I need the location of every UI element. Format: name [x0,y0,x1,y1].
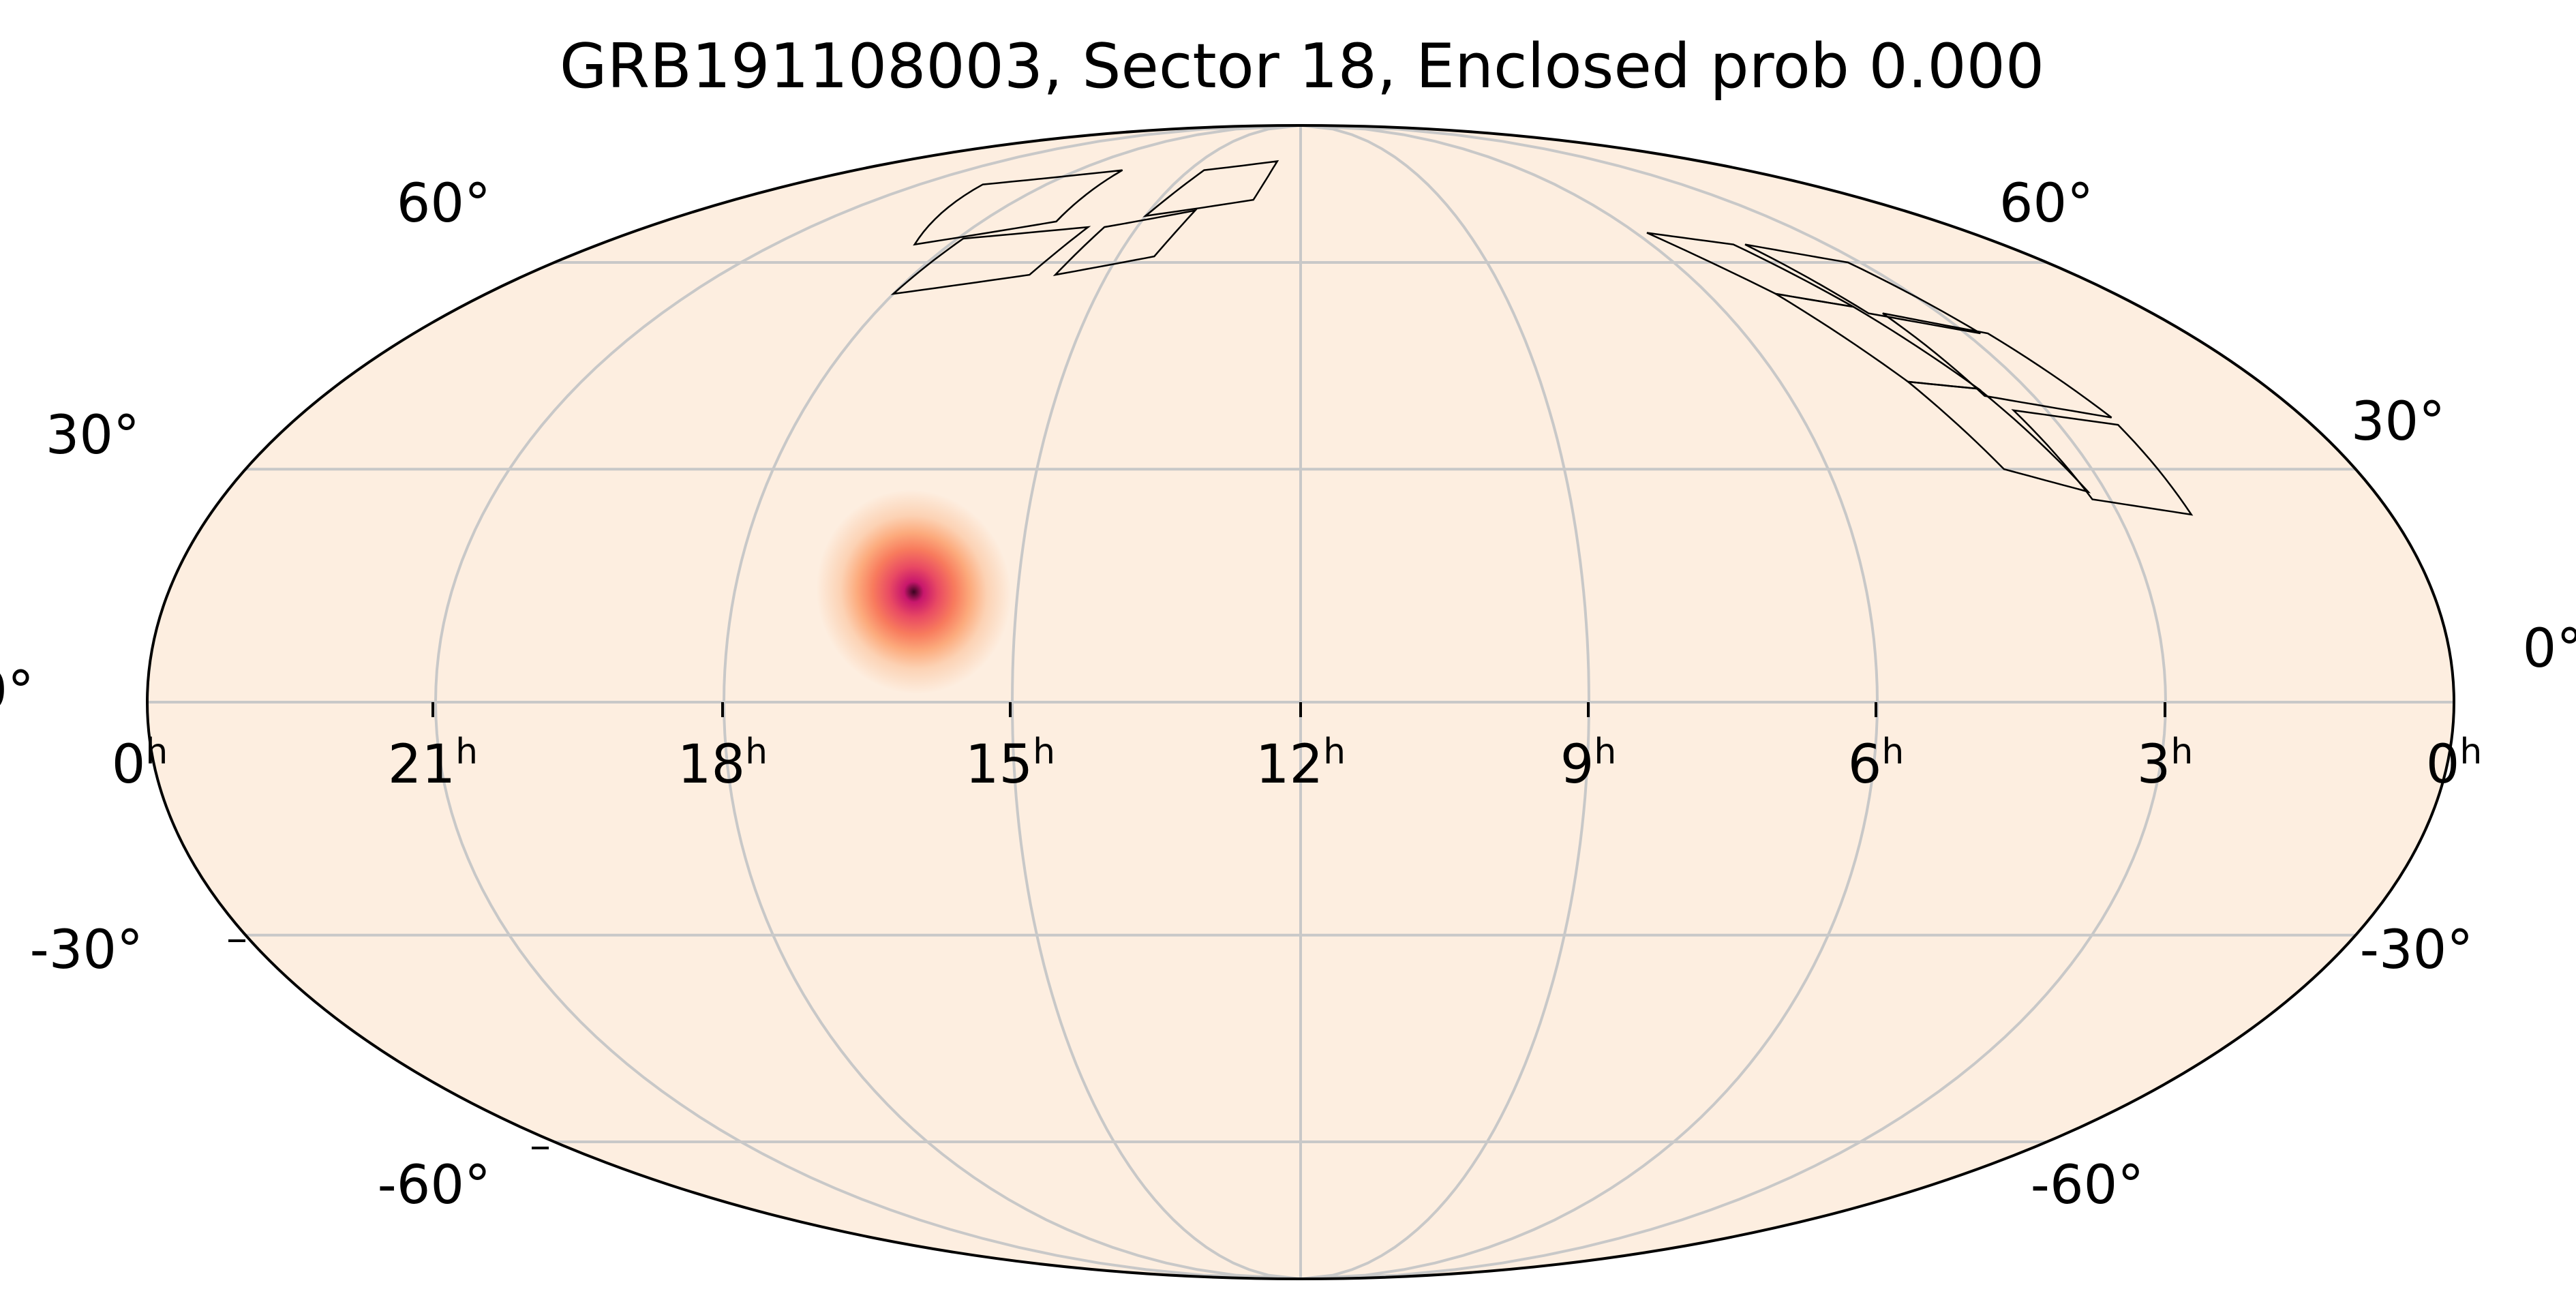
ra-tick-value: 6 [1848,734,1882,796]
dec-tick-label-right: 30° [2351,391,2445,453]
dec-tick-label-right: 60° [1999,173,2093,235]
footprint-ccd-2-6 [1744,243,1981,335]
footprint-ccd-1-4 [1142,160,1279,217]
ra-tick-label: 12h [1256,731,1346,796]
footprint-ccd-2-4 [1882,312,2112,419]
ra-tick-value: 21 [388,734,455,796]
ra-tick-value: 9 [1560,734,1594,796]
dec-tick-label-right: -30° [2360,920,2473,981]
dec-tick-label-left: -30° [30,920,143,981]
grid-meridian-21h [434,125,1301,1279]
footprint-ccd-1-2 [1052,209,1198,277]
ra-tick-label: 3h [2137,731,2194,796]
ra-tick-marks [228,702,2166,1149]
ra-tick-value: 0 [2426,734,2460,796]
ra-tick-unit: h [1323,731,1346,772]
ra-tick-label: 0h [2426,731,2483,796]
grid-meridian-15h [1010,125,1301,1279]
footprint-ccd-1-1 [890,226,1091,295]
footprint-ccd-2-2 [2011,409,2194,516]
tess-footprints [890,160,2194,516]
probability-blob [816,489,1012,694]
ra-tick-unit: h [1033,731,1055,772]
ra-tick-labels: 0h 21h 18h 15h 12h 9h 6h 3h 0h [112,731,2483,796]
chart-title: GRB191108003, Sector 18, Enclosed prob 0… [560,31,2044,102]
dec-tick-label-left: 0° [0,661,34,722]
ra-tick-unit: h [145,731,168,772]
dec-tick-label-left: -60° [378,1155,491,1216]
footprint-ccd-2-5 [1646,232,1854,308]
dec-tick-label-left: 60° [397,173,491,235]
ra-tick-unit: h [745,731,768,772]
ra-tick-unit: h [1594,731,1616,772]
dec-tick-label-right: 0° [2523,618,2576,680]
ra-tick-label: 21h [388,731,478,796]
footprint-ccd-1-3 [913,169,1123,246]
ra-tick-label: 18h [678,731,768,796]
ra-tick-value: 0 [112,734,146,796]
ra-tick-unit: h [1881,731,1904,772]
dec-tick-label-right: -60° [2031,1155,2144,1216]
ra-tick-label: 0h [112,731,168,796]
sky-boundary [146,124,2455,1280]
ra-tick-label: 9h [1560,731,1617,796]
ra-tick-label: 15h [965,731,1055,796]
dec-tick-labels: 60° 30° 0° -30° -60° 60° 30° 0° -30° -60° [0,173,2576,1216]
ra-tick-unit: h [455,731,478,772]
ra-tick-value: 12 [1256,734,1323,796]
ra-tick-unit: h [2459,731,2482,772]
ra-tick-unit: h [2170,731,2193,772]
ra-tick-value: 3 [2137,734,2171,796]
ra-tick-label: 6h [1848,731,1905,796]
ra-tick-value: 15 [965,734,1033,796]
ra-tick-value: 18 [678,734,745,796]
dec-tick-label-left: 30° [46,405,140,466]
